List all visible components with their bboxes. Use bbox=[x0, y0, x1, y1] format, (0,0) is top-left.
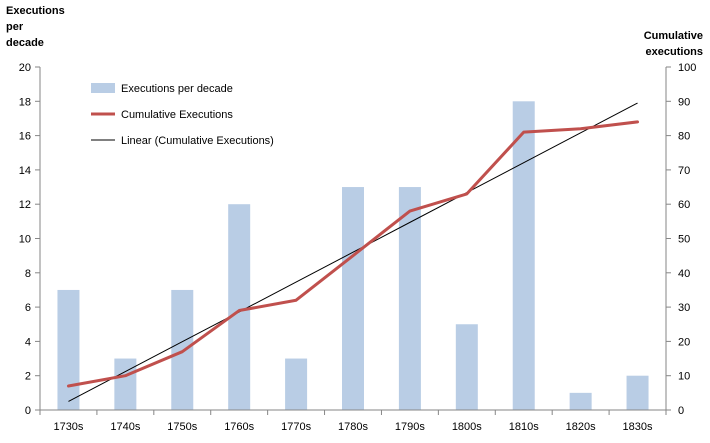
legend-label: Linear (Cumulative Executions) bbox=[121, 135, 274, 147]
bar bbox=[626, 375, 649, 410]
y-right-tick-label: 100 bbox=[678, 62, 696, 74]
legend-label: Cumulative Executions bbox=[121, 109, 233, 121]
y-left-tick-label: 6 bbox=[25, 302, 31, 314]
y-left-tick-label: 10 bbox=[19, 234, 31, 246]
y-axis-left-title: Executions bbox=[6, 5, 65, 17]
y-axis-left-title: per bbox=[6, 21, 24, 33]
y-left-tick-label: 0 bbox=[25, 405, 31, 417]
bar bbox=[285, 358, 308, 410]
legend-label: Executions per decade bbox=[121, 83, 233, 95]
x-tick-label: 1820s bbox=[566, 421, 596, 433]
y-right-tick-label: 50 bbox=[678, 234, 690, 246]
y-right-tick-label: 80 bbox=[678, 131, 690, 143]
y-right-tick-label: 10 bbox=[678, 371, 690, 383]
y-axis-left-title: decade bbox=[6, 37, 44, 49]
legend-swatch-bar bbox=[91, 83, 115, 93]
y-left-tick-label: 2 bbox=[25, 371, 31, 383]
bar bbox=[512, 101, 535, 411]
bar bbox=[398, 187, 421, 410]
cumulative-line bbox=[66, 120, 640, 388]
y-right-tick-label: 40 bbox=[678, 268, 690, 280]
x-tick-label: 1780s bbox=[338, 421, 368, 433]
trendline bbox=[68, 102, 638, 402]
bar bbox=[569, 392, 592, 410]
y-right-tick-label: 90 bbox=[678, 96, 690, 108]
bar bbox=[228, 204, 251, 410]
y-left-tick-label: 20 bbox=[19, 62, 31, 74]
y-axis-right-title: Cumulative bbox=[644, 30, 703, 42]
y-right-tick-label: 20 bbox=[678, 336, 690, 348]
x-tick-label: 1800s bbox=[452, 421, 482, 433]
x-tick-label: 1810s bbox=[509, 421, 539, 433]
y-right-tick-label: 30 bbox=[678, 302, 690, 314]
bar bbox=[114, 358, 137, 410]
x-tick-label: 1740s bbox=[110, 421, 140, 433]
y-left-tick-label: 14 bbox=[19, 165, 31, 177]
y-left-tick-label: 16 bbox=[19, 131, 31, 143]
x-tick-label: 1730s bbox=[53, 421, 83, 433]
bar bbox=[342, 187, 364, 410]
y-left-tick-label: 4 bbox=[25, 336, 31, 348]
bar bbox=[455, 324, 478, 410]
x-tick-label: 1830s bbox=[623, 421, 653, 433]
x-tick-label: 1750s bbox=[167, 421, 197, 433]
y-left-tick-label: 12 bbox=[19, 199, 31, 211]
y-right-tick-label: 70 bbox=[678, 165, 690, 177]
x-tick-label: 1760s bbox=[224, 421, 254, 433]
y-axis-right-title: executions bbox=[646, 46, 703, 58]
y-left-tick-label: 8 bbox=[25, 268, 31, 280]
bar bbox=[57, 289, 80, 410]
y-left-tick-label: 18 bbox=[19, 96, 31, 108]
x-tick-label: 1790s bbox=[395, 421, 425, 433]
y-right-tick-label: 0 bbox=[678, 405, 684, 417]
x-tick-label: 1770s bbox=[281, 421, 311, 433]
y-right-tick-label: 60 bbox=[678, 199, 690, 211]
